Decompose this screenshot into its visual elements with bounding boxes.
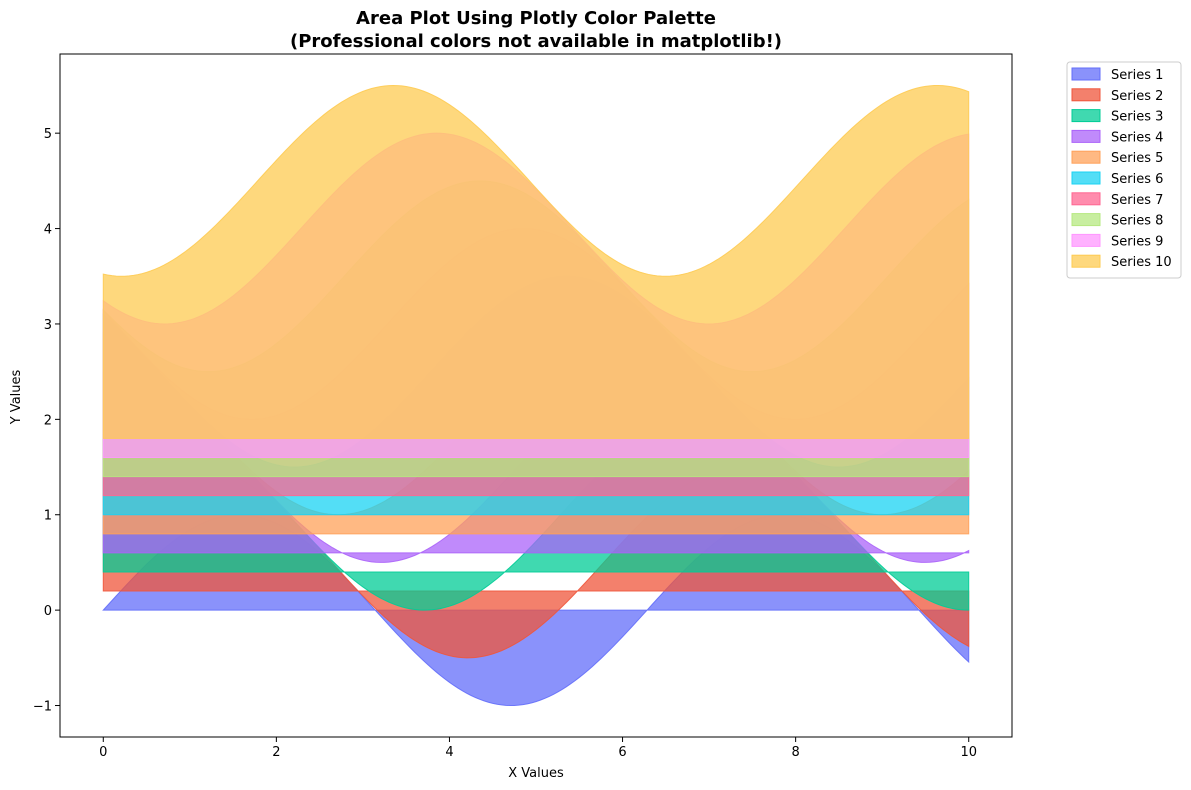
y-axis-label: Y Values bbox=[9, 370, 24, 426]
legend-swatch-10 bbox=[1071, 254, 1101, 268]
legend-label-4: Series 4 bbox=[1111, 130, 1163, 145]
legend-swatch-5 bbox=[1071, 150, 1101, 164]
x-tick-label: 4 bbox=[445, 745, 453, 760]
legend-swatch-7 bbox=[1071, 192, 1101, 206]
y-tick-label: 0 bbox=[44, 604, 52, 619]
legend-swatch-9 bbox=[1071, 233, 1101, 247]
area-series-10 bbox=[102, 84, 970, 439]
x-tick-label: 0 bbox=[99, 745, 107, 760]
x-tick-label: 10 bbox=[960, 745, 977, 760]
legend-swatch-4 bbox=[1071, 129, 1101, 143]
x-axis-ticks: 0 2 4 6 8 10 bbox=[99, 737, 977, 760]
legend-label-8: Series 8 bbox=[1111, 214, 1163, 229]
chart-title: Area Plot Using Plotly Color Palette bbox=[356, 8, 716, 29]
legend-label-2: Series 2 bbox=[1111, 89, 1163, 104]
x-tick-label: 6 bbox=[618, 745, 626, 760]
legend-swatch-1 bbox=[1071, 67, 1101, 81]
y-tick-label: 3 bbox=[44, 318, 52, 333]
y-tick-label: 5 bbox=[44, 127, 52, 142]
legend-label-10: Series 10 bbox=[1111, 255, 1172, 270]
x-axis-label: X Values bbox=[508, 766, 564, 781]
y-tick-label: 1 bbox=[44, 509, 52, 524]
legend-label-1: Series 1 bbox=[1111, 68, 1163, 83]
legend-swatch-3 bbox=[1071, 109, 1101, 123]
y-tick-label: 4 bbox=[44, 223, 52, 238]
x-tick-label: 8 bbox=[791, 745, 799, 760]
y-tick-label: 2 bbox=[44, 413, 52, 428]
legend-label-7: Series 7 bbox=[1111, 193, 1163, 208]
y-tick-label: −1 bbox=[33, 700, 52, 715]
area-series-group bbox=[102, 84, 970, 707]
legend: Series 1 Series 2 Series 3 Series 4 Series 5… bbox=[1066, 61, 1182, 279]
legend-label-3: Series 3 bbox=[1111, 110, 1163, 125]
plot-frame bbox=[59, 53, 1013, 738]
legend-swatch-2 bbox=[1071, 88, 1101, 102]
legend-label-6: Series 6 bbox=[1111, 172, 1163, 187]
x-tick-label: 2 bbox=[272, 745, 280, 760]
y-axis-ticks: −1 0 1 2 3 4 5 bbox=[33, 127, 60, 715]
legend-label-9: Series 9 bbox=[1111, 234, 1163, 249]
legend-swatch-6 bbox=[1071, 171, 1101, 185]
legend-swatch-8 bbox=[1071, 213, 1101, 227]
chart-subtitle: (Professional colors not available in ma… bbox=[290, 31, 782, 52]
legend-label-5: Series 5 bbox=[1111, 151, 1163, 166]
